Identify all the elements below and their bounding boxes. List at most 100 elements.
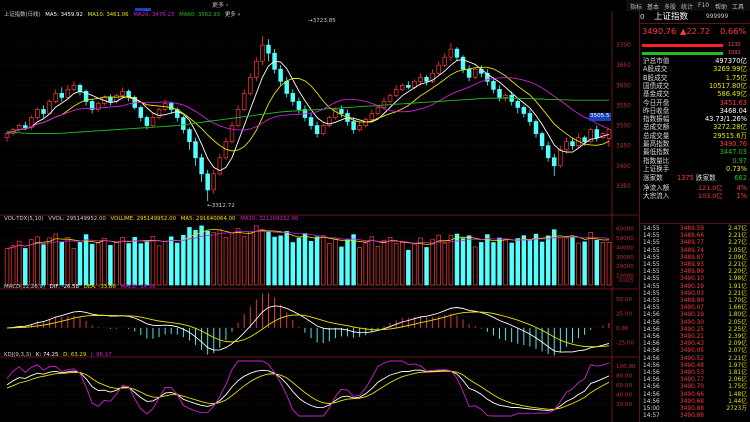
volume-axis-label: 50000 — [616, 236, 634, 242]
candle-body — [156, 109, 162, 118]
volume-bar — [126, 243, 131, 286]
quote-label: 沪总市值 — [643, 57, 670, 65]
green-strength-value: 1091 — [728, 50, 741, 56]
candle-body — [138, 107, 144, 118]
volume-bar — [71, 248, 77, 286]
rows-divider — [640, 223, 750, 224]
quote-label: 国债成交 — [643, 81, 670, 90]
right-toolbar-tab[interactable]: 工具 — [732, 4, 745, 11]
tick-time: 14:55 — [643, 233, 660, 240]
volume-bar — [600, 242, 606, 286]
tick-volume: 1.48亿 — [728, 391, 747, 398]
candle-body — [181, 117, 186, 130]
tick-price: 3490.43 — [680, 341, 704, 348]
volume-bar — [363, 242, 368, 286]
quote-value: 3269.99亿 — [713, 65, 747, 74]
right-toolbar-tab[interactable]: 多股 — [664, 4, 677, 11]
right-toolbar-tab[interactable]: F10 — [698, 2, 710, 9]
volume-bar — [229, 232, 235, 286]
flow-pct: 1% — [736, 191, 747, 200]
candle-body — [327, 117, 332, 126]
candle-body — [582, 137, 587, 143]
candle-body — [406, 84, 411, 88]
kdj-axis-label: 80.00 — [616, 373, 632, 379]
j-line — [6, 360, 610, 417]
tick-volume: 2723万 — [726, 406, 747, 412]
candle-body — [588, 129, 593, 143]
kline-chart-area[interactable]: 3700 3650 3600 3550 3500 3450 3400 3350 60000 500… — [0, 11, 639, 422]
red-strength-value: 1130 — [728, 42, 741, 48]
last-price: 3490.76 — [642, 26, 677, 36]
candle-body — [533, 121, 539, 134]
candle-body — [217, 157, 223, 175]
candlestick-panel — [4, 35, 612, 202]
volume-bar — [241, 236, 247, 286]
volume-bar — [381, 239, 387, 286]
volume-bar — [466, 235, 472, 286]
volume-bar — [375, 245, 381, 286]
quote-label: 上证换手 — [643, 164, 670, 173]
candle-body — [497, 89, 502, 98]
price-axis-label: 3350 — [616, 184, 631, 190]
tick-time: 14:55 — [643, 226, 660, 232]
tick-time: 14:56 — [643, 362, 660, 369]
volume-bar — [320, 235, 326, 286]
tick-volume: 1.97亿 — [728, 362, 747, 369]
candle-body — [266, 44, 271, 54]
volume-bar — [393, 243, 399, 286]
volume-bar — [564, 237, 569, 286]
volume-bar — [558, 237, 563, 286]
candle-body — [418, 76, 423, 82]
macd-indicator-name: MACD(12,26,9) — [4, 284, 45, 290]
tick-time: 14:55 — [643, 247, 660, 254]
candle-body — [296, 101, 302, 110]
candle-body — [229, 125, 235, 143]
candle-body — [485, 72, 490, 82]
candle-body — [59, 93, 64, 98]
candle-body — [564, 141, 569, 151]
flow-label: 净流入额 — [643, 183, 670, 192]
quote-label: 最高指数 — [643, 140, 670, 148]
candle-body — [387, 95, 393, 102]
more-indicators[interactable]: 更多 » — [224, 12, 241, 18]
candle-body — [290, 93, 296, 102]
tick-price: 3489.77 — [680, 240, 704, 247]
candle-body — [205, 173, 210, 191]
volume-bar — [545, 235, 551, 286]
candle-body — [381, 101, 387, 108]
quote-value: 1.75亿 — [725, 73, 747, 82]
volume-bar — [460, 238, 466, 286]
tick-volume: 1.66亿 — [728, 305, 747, 312]
macd-legend: MACD(12,26,9) DIF: -26.58 DEA: -33.86 MA… — [4, 284, 156, 290]
kdj-legend: KDJ(9,3,3) K: 74.25 D: 63.29 J: 96.17 — [4, 352, 112, 358]
right-toolbar-tab[interactable]: 统计 — [681, 4, 694, 11]
tick-price: 3490.68 — [680, 398, 704, 405]
candle-body — [460, 56, 466, 70]
volume-bar — [424, 247, 429, 286]
volume-bar — [454, 233, 460, 286]
candle-body — [491, 80, 496, 90]
volume-bar — [290, 242, 296, 286]
period-toolbar: 分时1分钟5分钟15分钟30分钟60分钟日线周线月线多周期更多 › — [0, 0, 612, 19]
right-toolbar-tab[interactable]: 基本 — [647, 4, 660, 11]
volume-bar — [83, 234, 89, 286]
candle-body — [89, 101, 95, 110]
right-toolbar-tab[interactable]: 帮助 — [715, 4, 728, 11]
tick-volume: 1.70亿 — [728, 298, 747, 304]
candle-body — [314, 125, 320, 134]
j-label: J: 96.17 — [90, 352, 112, 358]
candle-body — [65, 89, 71, 98]
macd-axis-label: 50.00 — [616, 297, 632, 303]
tick-price: 3489.87 — [680, 254, 704, 261]
quote-label: 指数振幅 — [643, 115, 670, 124]
quote-label: 总成交额 — [643, 123, 670, 132]
volume-bar — [485, 234, 490, 286]
period-dropdown[interactable]: 更多 › — [212, 2, 229, 9]
right-toolbar-tab[interactable]: 指标 — [630, 4, 643, 11]
main-index-name: 上证指数(日线) — [4, 12, 41, 18]
volume-bar — [503, 239, 508, 286]
volume-axis-label: 60000 — [616, 227, 634, 233]
tick-price: 3490.05 — [680, 348, 704, 355]
tick-time: 14:56 — [643, 355, 660, 362]
volume-bar — [102, 238, 107, 286]
